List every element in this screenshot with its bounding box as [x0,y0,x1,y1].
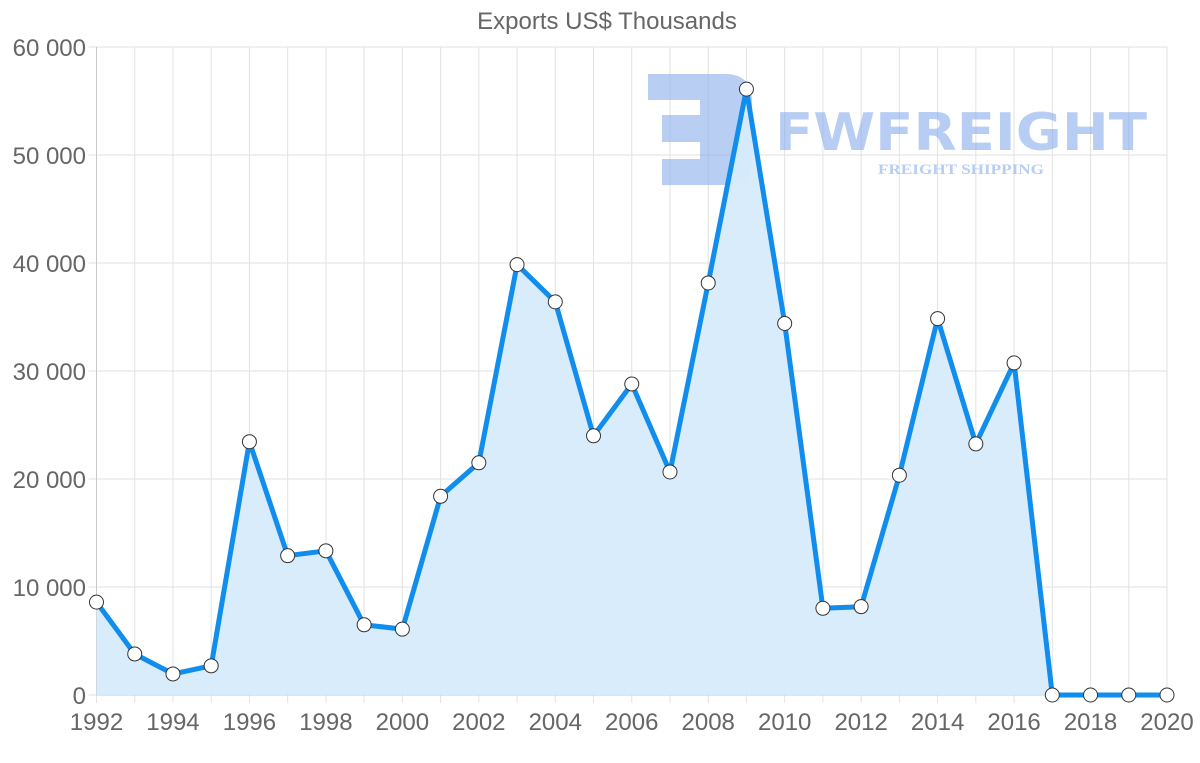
x-tick-label: 1994 [146,709,199,736]
data-point[interactable] [700,275,716,291]
data-point[interactable] [280,548,296,564]
x-axis: 1992 1994 1996 1998 2000 2002 2004 2006 2008 2010… [70,709,1194,736]
y-tick-label: 30 000 [13,359,86,386]
data-point[interactable] [1121,687,1137,703]
x-tick-label: 2018 [1064,709,1117,736]
watermark-brand: FWFREIGHT [775,103,1148,163]
data-point[interactable] [394,621,410,637]
x-tick-label: 2004 [529,709,582,736]
area-fill [96,89,1167,696]
y-tick-label: 10 000 [13,575,86,602]
data-points [89,81,1175,703]
chart-title: Exports US$ Thousands [477,8,737,35]
y-tick-label: 40 000 [13,251,86,278]
x-tick-label: 2010 [758,709,811,736]
x-tick-label: 2016 [987,709,1040,736]
data-point[interactable] [471,455,487,471]
data-point[interactable] [624,376,640,392]
x-tick-label: 2002 [452,709,505,736]
data-point[interactable] [356,617,372,633]
x-tick-label: 2020 [1140,709,1193,736]
data-point[interactable] [586,428,602,444]
data-point[interactable] [1044,687,1060,703]
data-point[interactable] [433,488,449,504]
x-tick-label: 1996 [223,709,276,736]
x-tick-label: 1998 [299,709,352,736]
data-point[interactable] [241,434,257,450]
data-point[interactable] [547,294,563,310]
data-point[interactable] [662,464,678,480]
data-point[interactable] [318,543,334,559]
data-point[interactable] [127,646,143,662]
data-point[interactable] [89,594,104,610]
y-tick-label: 60 000 [13,35,86,62]
area-path [96,89,1167,696]
y-axis: 0 10 000 20 000 30 000 40 000 50 000 60 000 [13,35,86,710]
data-point[interactable] [1006,355,1022,371]
data-point[interactable] [891,467,907,483]
watermark-tagline: FREIGHT SHIPPING [878,162,1044,178]
x-tick-label: 2006 [605,709,658,736]
data-point[interactable] [853,599,869,615]
x-tick-label: 2000 [376,709,429,736]
data-point[interactable] [930,311,946,327]
x-tick-label: 2014 [911,709,964,736]
data-point[interactable] [777,315,793,331]
data-point[interactable] [815,600,831,616]
data-point[interactable] [1159,687,1175,703]
data-point[interactable] [968,436,984,452]
x-tick-label: 2008 [682,709,735,736]
data-point[interactable] [738,81,754,97]
y-tick-label: 20 000 [13,467,86,494]
y-tick-label: 0 [73,683,86,710]
y-tick-label: 50 000 [13,143,86,170]
x-tick-label: 1992 [70,709,123,736]
data-point[interactable] [1083,687,1099,703]
data-point[interactable] [203,658,219,674]
x-tick-label: 2012 [834,709,887,736]
data-point[interactable] [165,666,181,682]
watermark-logo: FWFREIGHT FREIGHT SHIPPING [648,74,1148,185]
watermark-logo-icon [648,74,752,185]
data-point[interactable] [509,257,525,273]
